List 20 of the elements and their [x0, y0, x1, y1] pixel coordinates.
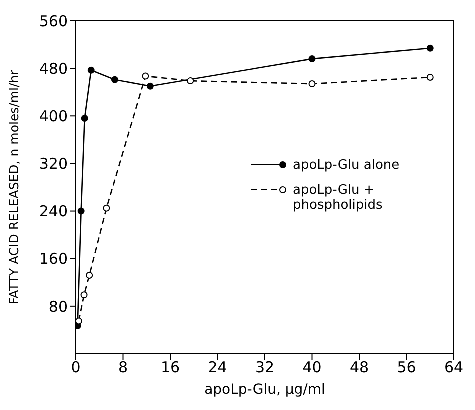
- y-tick-label: 240: [39, 202, 68, 221]
- x-tick-label: 8: [118, 358, 128, 377]
- legend-label: apoLp-Glu alone: [293, 158, 401, 173]
- x-tick-label: 24: [208, 358, 228, 377]
- x-tick-label: 16: [160, 358, 180, 377]
- y-tick-label: 160: [39, 250, 68, 268]
- y-tick-label: 480: [39, 60, 68, 78]
- x-tick-label: 32: [255, 358, 275, 377]
- x-axis-title: apoLp-Glu, µg/ml: [204, 382, 326, 398]
- legend-label: apoLp-Glu + phospholipids: [293, 183, 384, 213]
- x-tick-label: 48: [350, 358, 370, 377]
- x-tick-label: 56: [397, 358, 416, 377]
- y-tick-label: 80: [48, 298, 68, 316]
- x-tick-label: 0: [71, 358, 81, 377]
- x-tick-label: 64: [444, 358, 464, 377]
- y-tick-label: 560: [39, 12, 68, 30]
- y-axis-title: FATTY ACID RELEASED, n moles/ml/hr: [6, 69, 22, 305]
- y-tick-label: 400: [39, 107, 68, 126]
- x-tick-label: 40: [302, 358, 322, 377]
- y-tick-label: 320: [39, 155, 68, 174]
